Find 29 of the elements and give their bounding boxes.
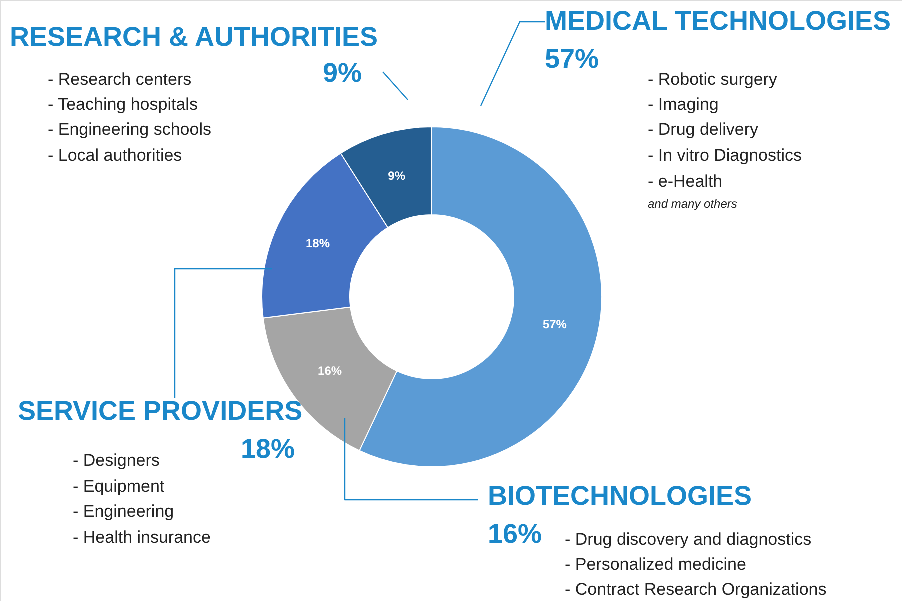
text: - Teaching hospitals [48, 95, 198, 114]
text: - Equipment [73, 477, 165, 496]
text: - Drug delivery [648, 120, 760, 139]
text: - Engineering schools [48, 120, 212, 139]
text: and many others [648, 197, 738, 211]
text: 9% [322, 58, 362, 88]
text: - Robotic surgery [648, 70, 778, 89]
text: 16% [488, 519, 542, 549]
slice-label: BIOTECHNOLOGIES [488, 481, 752, 511]
data-label: 16% [318, 364, 342, 378]
text: - Drug discovery and diagnostics [565, 530, 812, 549]
text: - Contract Research Organizations [565, 580, 827, 599]
text: - Local authorities [48, 146, 182, 165]
text: - e-Health [648, 172, 723, 191]
data-label: 9% [388, 169, 406, 184]
text: - Engineering [73, 502, 174, 521]
text: - Research centers [48, 70, 192, 89]
slice-label: RESEARCH & AUTHORITIES [10, 22, 378, 52]
text: - Health insurance [73, 528, 211, 547]
text: - Personalized medicine [565, 555, 746, 574]
text: 18% [240, 434, 295, 464]
data-label: 18% [306, 236, 330, 250]
slice-label: SERVICE PROVIDERS [18, 396, 303, 426]
text: - Imaging [648, 95, 719, 114]
text: 57% [545, 44, 600, 74]
slice-label: MEDICAL TECHNOLOGIES [545, 6, 892, 36]
text: - In vitro Diagnostics [648, 146, 802, 165]
data-label: 57% [542, 317, 568, 332]
text: - Designers [73, 451, 160, 470]
